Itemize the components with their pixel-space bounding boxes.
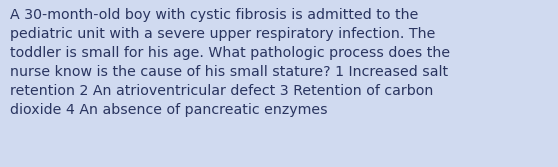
Text: A 30-month-old boy with cystic fibrosis is admitted to the
pediatric unit with a: A 30-month-old boy with cystic fibrosis … xyxy=(10,8,450,117)
